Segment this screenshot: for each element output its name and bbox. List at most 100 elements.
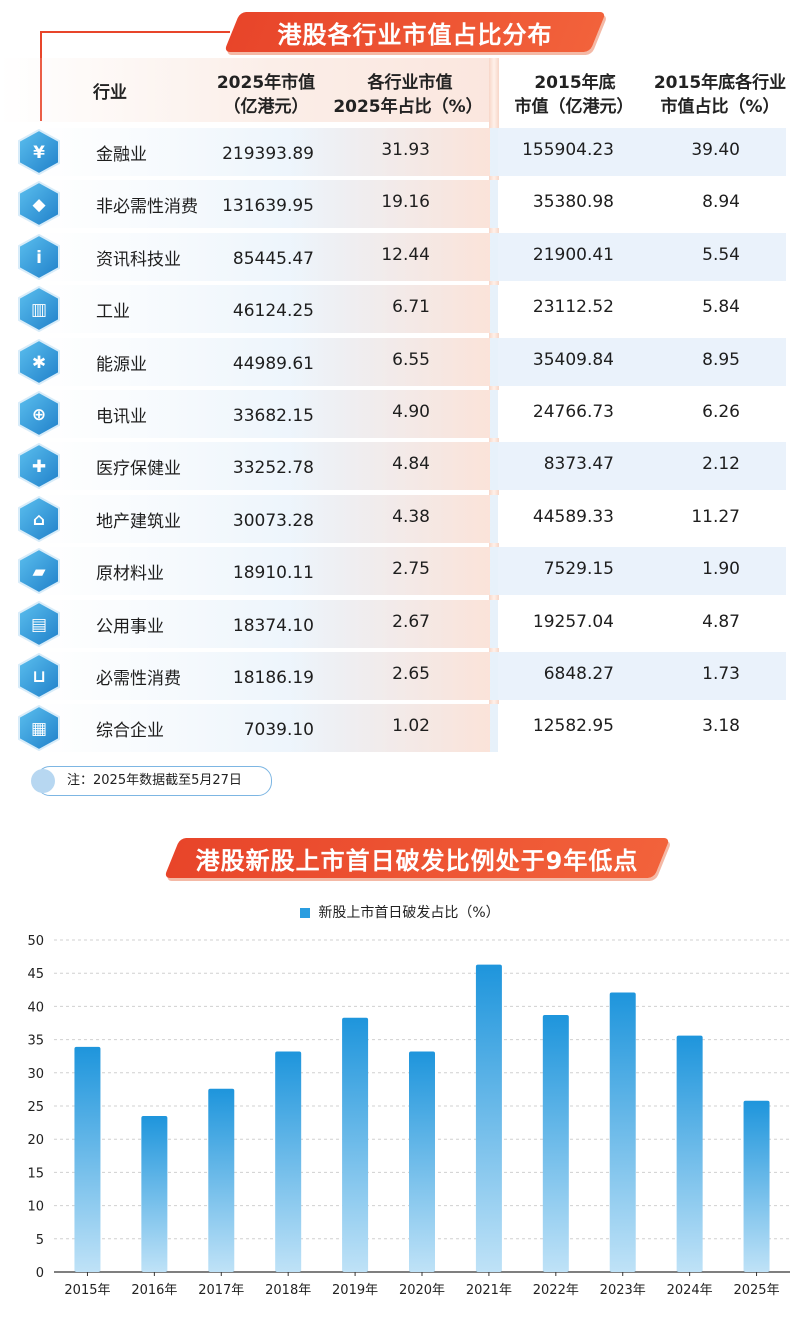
value-2015: 21900.41 bbox=[532, 244, 614, 265]
industry-name: 资讯科技业 bbox=[96, 249, 181, 270]
share-2025: 4.38 bbox=[392, 506, 430, 527]
x-tick-label: 2024年 bbox=[667, 1283, 713, 1298]
industry-name: 必需性消费 bbox=[96, 669, 181, 689]
industry-name: 金融业 bbox=[96, 145, 147, 165]
share-2025: 31.93 bbox=[381, 140, 430, 160]
bar bbox=[275, 1051, 302, 1272]
value-2015: 35409.84 bbox=[532, 349, 614, 370]
share-2025: 2.65 bbox=[392, 664, 430, 684]
x-tick-label: 2020年 bbox=[399, 1283, 445, 1298]
connector-line bbox=[40, 31, 230, 33]
factory-icon: ▥ bbox=[18, 286, 60, 333]
table-row: ▰ 原材料业 18910.11 2.75 7529.15 1.90 bbox=[0, 545, 800, 596]
share-2015: 3.18 bbox=[702, 716, 740, 737]
x-tick-label: 2018年 bbox=[265, 1283, 311, 1298]
share-2025: 1.02 bbox=[392, 716, 430, 737]
y-tick-label: 15 bbox=[27, 1166, 44, 1181]
share-2015: 5.54 bbox=[702, 244, 740, 265]
value-2025: 33682.15 bbox=[232, 406, 314, 426]
value-2025: 30073.28 bbox=[232, 510, 314, 531]
legend-label: 新股上市首日破发占比（%） bbox=[318, 905, 500, 921]
value-2015: 19257.04 bbox=[532, 611, 614, 632]
header-share-2015-line1: 2015年底各行业 bbox=[653, 73, 787, 93]
shopping-cart-icon: ⊔ bbox=[18, 653, 60, 699]
industry-name: 医疗保健业 bbox=[96, 459, 181, 480]
table-row: ⊕ 电讯业 33682.15 4.90 24766.73 6.26 bbox=[0, 388, 800, 438]
x-tick-label: 2019年 bbox=[332, 1283, 378, 1298]
share-2015: 5.84 bbox=[702, 297, 740, 318]
svg-text:⌂: ⌂ bbox=[33, 510, 45, 530]
share-2025: 6.55 bbox=[392, 349, 430, 370]
header-industry: 行业 bbox=[93, 83, 127, 103]
value-2025: 33252.78 bbox=[232, 458, 314, 479]
globe-icon: ⊕ bbox=[18, 391, 60, 437]
share-2025: 4.90 bbox=[392, 402, 430, 422]
industry-name: 地产建筑业 bbox=[96, 511, 181, 532]
y-tick-label: 10 bbox=[27, 1200, 44, 1215]
chart-legend: 新股上市首日破发占比（%） bbox=[0, 902, 800, 922]
value-2015: 44589.33 bbox=[532, 506, 614, 527]
value-2025: 18374.10 bbox=[232, 615, 314, 636]
value-2015: 35380.98 bbox=[532, 192, 614, 213]
footnote: 注：2025年数据截至5月27日 bbox=[31, 766, 272, 796]
y-tick-label: 0 bbox=[36, 1266, 44, 1281]
table-header: 行业 2025年市值 （亿港元） 各行业市值 2025年占比（%） 2015年底… bbox=[0, 58, 800, 126]
share-2015: 1.73 bbox=[702, 664, 740, 684]
table-row: i 资讯科技业 85445.47 12.44 21900.41 5.54 bbox=[0, 231, 800, 281]
bar bbox=[141, 1115, 168, 1272]
bar bbox=[342, 1017, 369, 1272]
share-2025: 2.75 bbox=[392, 559, 430, 580]
header-share-2015-line2: 市值占比（%） bbox=[660, 97, 780, 117]
table-row: ▦ 综合企业 7039.10 1.02 12582.95 3.18 bbox=[0, 702, 800, 753]
value-2015: 8373.47 bbox=[543, 454, 614, 475]
value-2015: 6848.27 bbox=[543, 664, 614, 684]
value-2015: 24766.73 bbox=[532, 402, 614, 422]
bar bbox=[743, 1100, 770, 1272]
lightbulb-icon: ✱ bbox=[18, 338, 60, 385]
svg-text:▤: ▤ bbox=[31, 615, 47, 635]
share-2025: 6.71 bbox=[392, 297, 430, 318]
value-2025: 46124.25 bbox=[232, 301, 314, 322]
x-tick-label: 2016年 bbox=[131, 1283, 177, 1298]
house-icon: ⌂ bbox=[18, 495, 60, 542]
diamond-icon: ◆ bbox=[18, 181, 60, 228]
truck-icon: ▰ bbox=[18, 548, 60, 595]
header-value-2015-line2: 市值（亿港元） bbox=[514, 97, 634, 117]
share-2015: 2.12 bbox=[702, 454, 740, 475]
header-share-2025-line1: 各行业市值 bbox=[367, 73, 453, 93]
info-icon: i bbox=[18, 233, 60, 280]
header-value-2025-line1: 2025年市值 bbox=[216, 73, 316, 93]
bar bbox=[676, 1035, 703, 1272]
y-tick-label: 45 bbox=[27, 967, 44, 982]
y-tick-label: 35 bbox=[27, 1034, 44, 1049]
table-row: ▥ 工业 46124.25 6.71 23112.52 5.84 bbox=[0, 283, 800, 334]
industry-name: 非必需性消费 bbox=[96, 197, 198, 218]
value-2025: 219393.89 bbox=[222, 144, 314, 164]
footnote-text: 注：2025年数据截至5月27日 bbox=[67, 773, 242, 788]
header-value-2025-line2: （亿港元） bbox=[223, 97, 309, 117]
share-2025: 19.16 bbox=[381, 192, 430, 213]
bar bbox=[609, 992, 636, 1272]
svg-text:✱: ✱ bbox=[32, 353, 46, 373]
share-2015: 11.27 bbox=[691, 506, 740, 527]
bar bbox=[409, 1051, 435, 1272]
value-2025: 18910.11 bbox=[232, 563, 314, 584]
note-bullet-icon bbox=[31, 769, 55, 793]
share-2015: 8.94 bbox=[702, 192, 740, 213]
x-tick-label: 2021年 bbox=[466, 1283, 512, 1298]
bar bbox=[542, 1015, 569, 1272]
industry-name: 综合企业 bbox=[96, 721, 164, 742]
x-tick-label: 2022年 bbox=[533, 1283, 579, 1298]
svg-text:¥: ¥ bbox=[33, 143, 45, 163]
y-tick-label: 20 bbox=[27, 1133, 44, 1148]
bar bbox=[475, 964, 502, 1272]
shield-yuan-icon: ¥ bbox=[18, 129, 60, 175]
share-2015: 8.95 bbox=[702, 349, 740, 370]
value-2015: 155904.23 bbox=[522, 140, 614, 160]
value-2025: 85445.47 bbox=[232, 248, 314, 269]
bar bbox=[208, 1088, 235, 1272]
value-2015: 7529.15 bbox=[543, 559, 614, 580]
chart-title: 港股新股上市首日破发比例处于9年低点 bbox=[195, 846, 639, 875]
header-share-2025-line2: 2025年占比（%） bbox=[333, 97, 483, 117]
utility-building-icon: ▤ bbox=[18, 600, 60, 647]
